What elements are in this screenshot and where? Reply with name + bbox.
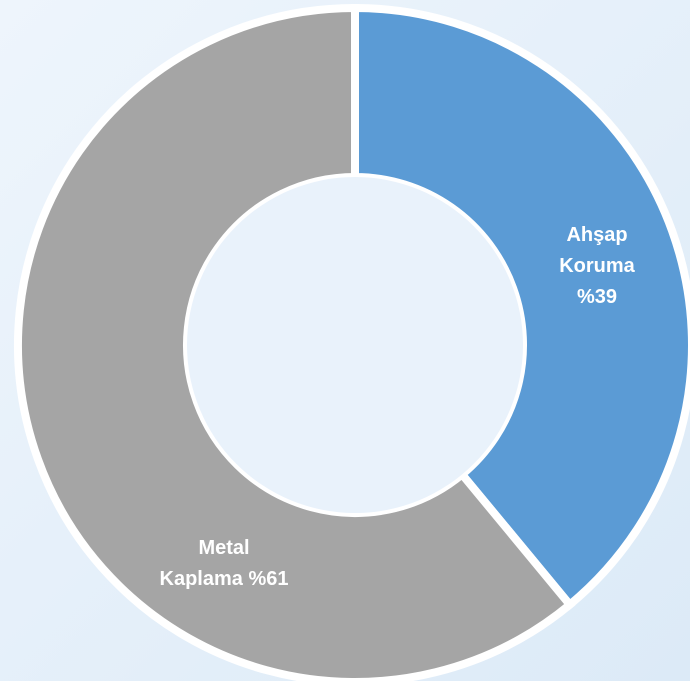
slice-label-line: %39: [577, 286, 617, 308]
slice-label-line: Metal: [198, 537, 249, 559]
slice-label-line: Ahşap: [566, 224, 627, 246]
slice-label-line: Koruma: [559, 255, 635, 277]
slice-label-1: Metal Kaplama %61: [160, 537, 289, 590]
slice-label-line: Kaplama %61: [160, 568, 289, 590]
labels-group: Ahşap Koruma %39 Metal Kaplama %61: [160, 224, 636, 590]
slice-label-0: Ahşap Koruma %39: [559, 224, 635, 308]
donut-hole: [187, 177, 523, 513]
